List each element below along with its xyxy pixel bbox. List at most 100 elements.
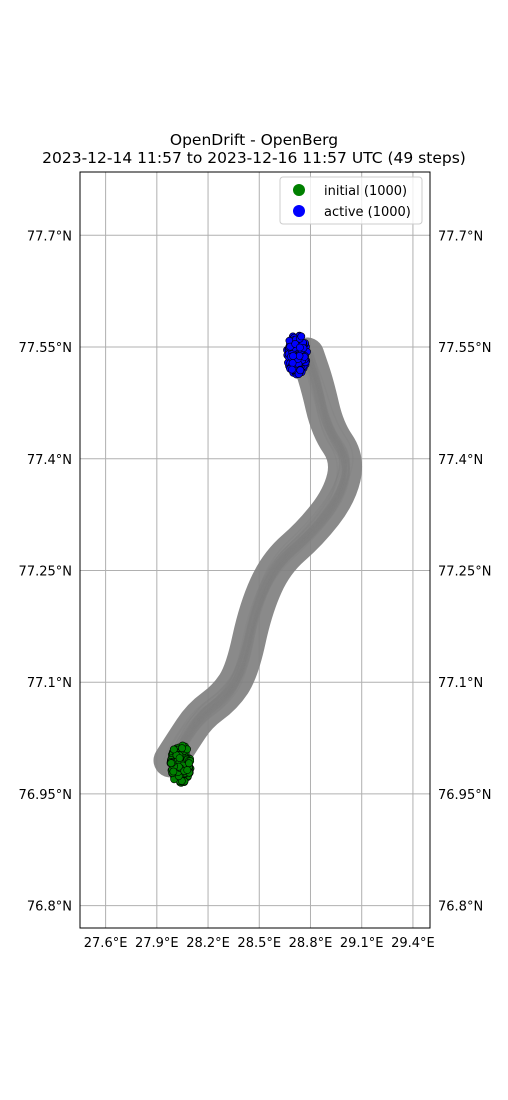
lat-tick-label-right-1: 77.55°N xyxy=(438,341,491,356)
lon-tick-label-2: 28.2°E xyxy=(186,936,230,951)
lon-tick-label-3: 28.5°E xyxy=(237,936,281,951)
active-point-160 xyxy=(297,332,306,341)
trajectory-line-57 xyxy=(170,363,347,770)
lat-tick-label-right-3: 77.25°N xyxy=(438,564,491,579)
trajectory-line-7 xyxy=(171,359,347,767)
lat-tick-label-left-4: 77.1°N xyxy=(27,676,72,691)
trajectory-line-53 xyxy=(166,355,345,763)
lon-tick-label-4: 28.8°E xyxy=(289,936,333,951)
trajectory-line-30 xyxy=(169,347,343,754)
lat-tick-label-right-0: 77.7°N xyxy=(438,229,483,244)
lon-tick-label-6: 29.4°E xyxy=(391,936,435,951)
initial-point-168 xyxy=(183,766,192,774)
trajectory-line-28 xyxy=(166,362,345,769)
trajectory-line-20 xyxy=(176,351,349,759)
trajectory-line-31 xyxy=(170,351,347,759)
trajectory-line-58 xyxy=(168,350,346,757)
active-points xyxy=(283,331,311,379)
trajectory-line-8 xyxy=(173,352,347,759)
trajectory-line-43 xyxy=(170,351,347,758)
legend-initial-marker xyxy=(293,184,305,196)
legend-active-label: active (1000) xyxy=(324,205,411,220)
trajectory-line-51 xyxy=(175,355,349,763)
plot-frame xyxy=(79,171,431,929)
lat-tick-label-left-1: 77.55°N xyxy=(19,341,72,356)
active-point-162 xyxy=(288,359,297,367)
trajectory-line-9 xyxy=(170,357,346,765)
trajectory-line-4 xyxy=(169,352,345,759)
trajectory-line-2 xyxy=(171,351,347,758)
lat-tick-label-left-3: 77.25°N xyxy=(19,564,72,579)
trajectory-line-15 xyxy=(169,354,346,761)
trajectory-line-48 xyxy=(170,356,347,764)
trajectory-line-41 xyxy=(169,350,345,757)
initial-point-161 xyxy=(178,744,186,753)
trajectory-line-27 xyxy=(173,355,347,762)
trajectory-line-22 xyxy=(166,353,344,760)
trajectory-line-59 xyxy=(166,349,345,757)
trajectory-line-55 xyxy=(171,348,354,755)
trajectory-line-47 xyxy=(169,354,346,761)
trajectory-line-17 xyxy=(170,353,350,761)
trajectory-line-56 xyxy=(170,357,347,764)
trajectory-line-26 xyxy=(168,362,345,770)
lat-tick-labels-right: 77.7°N 77.55°N 77.4°N 77.25°N 77.1°N 76.95°N 7… xyxy=(438,229,491,914)
trajectory-line-46 xyxy=(174,349,347,757)
trajectory-line-10 xyxy=(168,359,345,767)
lon-tick-label-0: 27.6°E xyxy=(84,936,128,951)
trajectory-line-33 xyxy=(172,355,347,763)
trajectory-line-18 xyxy=(169,360,345,767)
trajectory-line-42 xyxy=(169,354,346,761)
legend-active-marker xyxy=(293,205,305,217)
active-point-167 xyxy=(295,343,304,352)
lat-tick-labels-left: 77.7°N 77.55°N 77.4°N 77.25°N 77.1°N 76.95°N 7… xyxy=(19,229,72,914)
lat-tick-label-right-4: 77.1°N xyxy=(438,676,483,691)
active-point-169 xyxy=(287,365,296,374)
initial-point-154 xyxy=(175,754,184,762)
trajectory-line-21 xyxy=(173,353,347,761)
lon-tick-label-5: 29.1°E xyxy=(340,936,384,951)
legend-box xyxy=(279,176,423,225)
active-point-165 xyxy=(289,352,297,360)
trajectory-line-39 xyxy=(173,353,347,760)
trajectory-line-50 xyxy=(172,357,350,764)
grid-lines xyxy=(80,172,430,928)
title-line-2: 2023-12-14 11:57 to 2023-12-16 11:57 UTC… xyxy=(42,149,466,167)
lon-tick-label-1: 27.9°E xyxy=(135,936,179,951)
lat-tick-label-left-2: 77.4°N xyxy=(27,453,72,468)
trajectory-line-23 xyxy=(170,353,346,760)
trajectory-line-1 xyxy=(168,356,346,763)
trajectory-line-44 xyxy=(171,355,348,762)
initial-points xyxy=(166,741,195,787)
trajectory-line-13 xyxy=(163,353,341,760)
trajectory-line-32 xyxy=(164,347,342,755)
initial-point-166 xyxy=(169,767,178,776)
lat-tick-label-left-5: 76.95°N xyxy=(19,788,72,803)
initial-point-169 xyxy=(167,759,175,768)
trajectory-line-29 xyxy=(168,351,343,758)
initial-point-167 xyxy=(185,759,193,768)
lat-tick-label-left-0: 77.7°N xyxy=(27,229,72,244)
lat-tick-label-right-6: 76.8°N xyxy=(438,900,483,915)
trajectory-line-54 xyxy=(171,353,348,761)
lat-tick-label-right-5: 76.95°N xyxy=(438,788,491,803)
trajectory-line-6 xyxy=(169,354,345,762)
trajectory-line-25 xyxy=(172,350,350,757)
plot-area xyxy=(79,171,431,929)
trajectory-line-49 xyxy=(171,356,350,764)
lon-tick-labels: 27.6°E 27.9°E 28.2°E 28.5°E 28.8°E 29.1°E 29.4… xyxy=(84,936,435,951)
trajectory-band-core xyxy=(153,337,362,778)
trajectory-line-24 xyxy=(171,353,351,761)
trajectory-line-40 xyxy=(172,349,347,756)
initial-point-160 xyxy=(169,745,178,754)
legend-initial-label: initial (1000) xyxy=(324,184,407,199)
title-line-1: OpenDrift - OpenBerg xyxy=(170,131,338,149)
trajectory-line-34 xyxy=(166,354,345,762)
trajectory-line-52 xyxy=(173,352,347,760)
trajectory-line-14 xyxy=(169,356,346,763)
trajectory-line-37 xyxy=(168,350,341,757)
trajectory-line-5 xyxy=(168,355,338,763)
legend: initial (1000) active (1000) xyxy=(279,176,423,225)
active-point-168 xyxy=(296,366,305,375)
